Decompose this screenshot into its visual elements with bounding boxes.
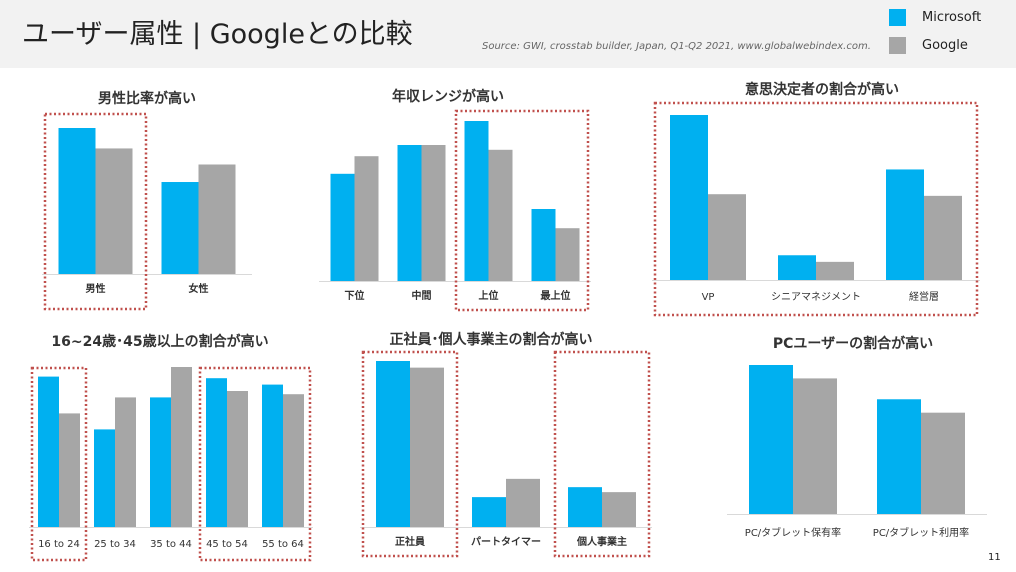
chart-3-title: 意思決定者の割合が高い	[745, 81, 899, 98]
chart-5-bar-google-0	[410, 367, 444, 527]
chart-3-bar-microsoft-1	[778, 255, 816, 280]
chart-1-bar-google-1	[198, 164, 236, 274]
chart-4-bar-google-1	[115, 397, 136, 527]
chart-5-category-label-1: パートタイマー	[471, 536, 541, 548]
chart-4-category-label-0: 16 to 24	[38, 539, 80, 550]
chart-5-category-label-2: 個人事業主	[576, 535, 627, 548]
chart-1-bar-microsoft-0	[58, 128, 96, 274]
chart-2-bar-microsoft-1	[397, 145, 422, 281]
chart-1-bar-microsoft-1	[161, 182, 199, 274]
chart-3-bar-google-2	[924, 195, 962, 280]
legend-label-google: Google	[922, 38, 968, 53]
chart-5-highlight-box-0	[361, 350, 459, 558]
chart-2-bar-google-3	[555, 228, 580, 281]
chart-5-category-label-0: 正社員	[395, 535, 425, 548]
chart-3-bar-google-1	[816, 261, 854, 280]
chart-5-bar-microsoft-1	[472, 497, 506, 527]
header-band	[0, 0, 1016, 68]
chart-2-bar-google-0	[354, 156, 379, 281]
chart-2-bar-microsoft-3	[531, 209, 556, 281]
chart-3-category-label-1: シニアマネジメント	[771, 291, 861, 303]
chart-3-highlight-box-0	[653, 101, 979, 317]
chart-1-category-label-0: 男性	[86, 282, 106, 295]
chart-6-bar-google-0	[793, 378, 837, 514]
chart-1-highlight-box-0	[43, 112, 148, 311]
chart-5-bar-google-1	[506, 478, 540, 527]
chart-4-category-label-2: 35 to 44	[150, 539, 192, 550]
chart-6-category-label-0: PC/タブレット保有率	[745, 526, 841, 539]
chart-4-bar-microsoft-2	[150, 397, 171, 527]
chart-3-bar-microsoft-2	[886, 169, 924, 280]
chart-4-highlight-box-1	[198, 366, 312, 562]
chart-4-category-label-4: 55 to 64	[262, 539, 304, 550]
chart-4-bar-microsoft-1	[94, 429, 115, 527]
legend-swatch-google	[889, 37, 906, 54]
chart-5-bar-microsoft-2	[568, 487, 602, 527]
chart-4-bar-google-4	[283, 394, 304, 527]
chart-4-category-label-3: 45 to 54	[206, 539, 248, 550]
chart-2-bar-google-2	[488, 149, 513, 281]
chart-2-category-label-2: 上位	[479, 289, 499, 302]
chart-5-title: 正社員･個人事業主の割合が高い	[390, 331, 593, 348]
chart-4-category-label-1: 25 to 34	[94, 539, 136, 550]
chart-4-bar-google-0	[59, 413, 80, 527]
chart-5-bar-google-2	[602, 492, 636, 527]
chart-6-bar-microsoft-0	[749, 365, 793, 514]
chart-2-bar-google-1	[421, 145, 446, 281]
chart-3-bar-google-0	[708, 194, 746, 280]
chart-2-bar-microsoft-0	[330, 173, 355, 281]
chart-3-bar-microsoft-0	[670, 115, 708, 280]
legend-swatch-microsoft	[889, 9, 906, 26]
chart-2-highlight-box-0	[454, 109, 590, 312]
chart-6-bar-microsoft-1	[877, 399, 921, 514]
chart-4-bar-microsoft-4	[262, 384, 283, 527]
chart-4-highlight-box-0	[30, 366, 88, 562]
chart-2-category-label-0: 下位	[345, 289, 365, 302]
chart-4-bar-google-2	[171, 367, 192, 527]
chart-3-category-label-0: VP	[702, 292, 715, 303]
page-title: ユーザー属性 | Googleとの比較	[22, 19, 413, 50]
chart-4-bar-microsoft-3	[206, 378, 227, 527]
chart-1-category-label-1: 女性	[189, 282, 209, 295]
chart-2-category-label-3: 最上位	[541, 289, 571, 302]
chart-4-bar-google-3	[227, 391, 248, 527]
chart-4-bar-microsoft-0	[38, 376, 59, 527]
chart-6-category-label-1: PC/タブレット利用率	[873, 526, 969, 539]
chart-3-category-label-2: 経営層	[909, 290, 939, 303]
chart-4-title: 16~24歳･45歳以上の割合が高い	[51, 333, 268, 350]
page-number: 11	[988, 552, 1001, 563]
legend-label-microsoft: Microsoft	[922, 10, 982, 25]
chart-6-bar-google-1	[921, 412, 965, 514]
chart-1-bar-google-0	[95, 148, 133, 274]
chart-2-title: 年収レンジが高い	[392, 88, 504, 105]
chart-1-title: 男性比率が高い	[98, 90, 196, 107]
chart-5-highlight-box-1	[553, 350, 651, 558]
chart-5-bar-microsoft-0	[376, 361, 410, 527]
chart-6-title: PCユーザーの割合が高い	[773, 335, 933, 352]
chart-2-category-label-1: 中間	[412, 289, 432, 302]
chart-2-bar-microsoft-2	[464, 121, 489, 281]
source-note: Source: GWI, crosstab builder, Japan, Q1…	[482, 41, 871, 52]
